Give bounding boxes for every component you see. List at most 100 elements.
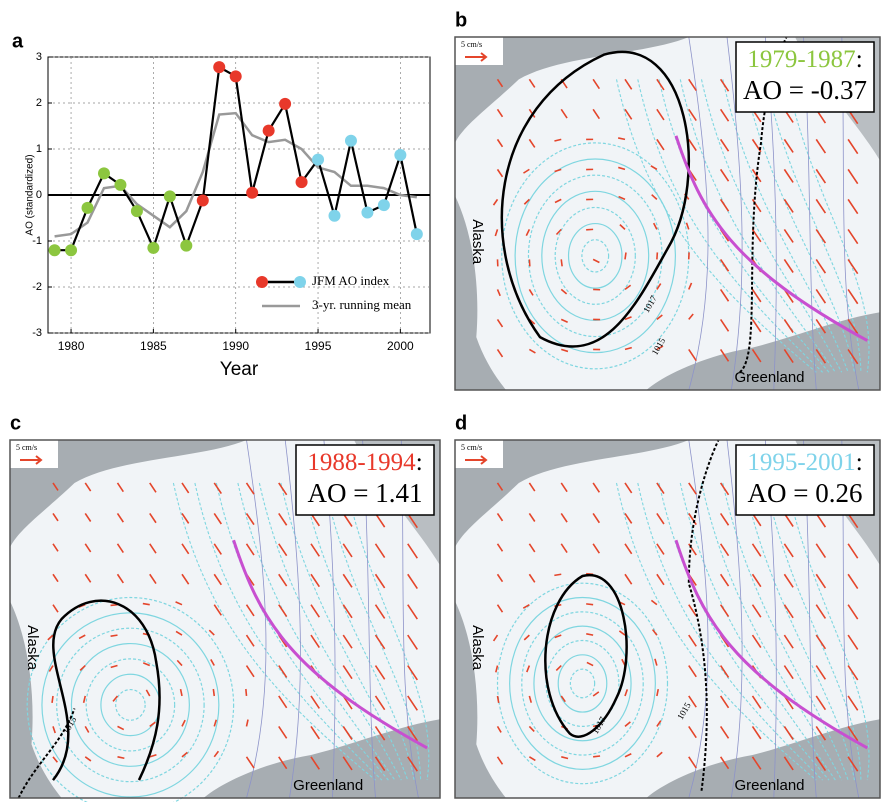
current-streamline [194, 482, 383, 781]
wind-arrow [650, 599, 658, 606]
wind-arrow [554, 198, 562, 204]
wind-arrow [656, 345, 664, 351]
wind-arrow [624, 316, 632, 321]
current-streamline [637, 79, 823, 373]
panel-label: d [455, 412, 467, 434]
wind-arrow [688, 78, 697, 92]
data-point [295, 176, 308, 189]
wind-arrow [586, 661, 594, 667]
wind-arrow [783, 348, 794, 363]
wind-arrow [342, 604, 353, 619]
isobar [284, 439, 301, 799]
wind-arrow [624, 721, 631, 728]
legend-swatch [294, 276, 306, 288]
current-streamline [41, 612, 220, 798]
wind-arrow [847, 168, 859, 185]
wind-arrow [112, 695, 119, 702]
wind-arrow [656, 78, 665, 91]
period-label: 1988-1994: [307, 449, 422, 476]
wind-arrow [374, 543, 386, 558]
data-point [361, 206, 374, 219]
wind-arrow [528, 756, 536, 762]
period-box [735, 444, 875, 516]
current-streamline [26, 596, 235, 802]
wind-arrow [117, 725, 125, 731]
wind-arrow [688, 348, 697, 362]
wind-arrow [847, 228, 859, 245]
wind-arrow [496, 756, 504, 765]
current-streamline [615, 482, 817, 781]
wind-arrow [310, 725, 320, 740]
wind-arrow [342, 725, 353, 740]
wind-arrow [751, 756, 762, 770]
current-streamline [764, 482, 862, 781]
current-streamline [533, 625, 632, 742]
wind-arrow [374, 573, 386, 589]
wind-arrow [688, 725, 697, 739]
wind-arrow [555, 664, 562, 672]
wind-arrow [84, 726, 90, 733]
current-streamline [521, 611, 644, 756]
wind-arrow [82, 695, 87, 703]
land [10, 440, 247, 548]
wind-arrow [847, 695, 859, 711]
wind-arrow [652, 222, 658, 230]
wind-arrow [751, 288, 762, 303]
contour [500, 50, 691, 348]
wind-arrow [528, 288, 534, 296]
wind-arrow [688, 282, 693, 290]
wind-arrow [560, 288, 568, 295]
wind-arrow [656, 543, 665, 555]
wind-arrow [751, 198, 762, 213]
wind-arrow [592, 258, 600, 264]
legend-swatch [256, 276, 268, 288]
wind-arrow [342, 695, 353, 710]
wind-arrow [496, 482, 504, 491]
x-tick-label: 2000 [387, 339, 414, 353]
wind-arrow [492, 198, 499, 206]
wind-arrow [407, 512, 418, 529]
x-tick-label: 1980 [58, 339, 85, 353]
current-streamline [258, 482, 402, 781]
wind-arrow [149, 482, 157, 493]
x-tick-label: 1995 [305, 339, 332, 353]
land [10, 601, 62, 798]
data-point [377, 199, 390, 212]
wind-arrow [342, 543, 353, 558]
current-streamline [785, 482, 870, 781]
data-point [394, 148, 407, 161]
wind-arrow [528, 573, 536, 583]
wind-arrow [617, 137, 626, 141]
current-streamline [679, 482, 836, 781]
wind-arrow [245, 634, 255, 647]
wind-arrow [592, 691, 600, 697]
wind-arrow [310, 604, 320, 618]
wind-arrow [719, 168, 730, 182]
wind-arrow [245, 756, 255, 769]
scale-label: 5 cm/s [16, 443, 37, 452]
scale-box [455, 37, 503, 65]
wind-arrow [624, 753, 632, 758]
wind-arrow [494, 229, 499, 237]
current-streamline [215, 482, 389, 781]
y-tick-label: -2 [32, 281, 42, 293]
wind-arrow [815, 138, 827, 154]
transpolar-drift [674, 135, 869, 342]
data-point [312, 153, 325, 166]
current-streamline [172, 482, 376, 781]
period-box [735, 41, 875, 113]
wind-arrow [116, 573, 124, 584]
wind-arrow [496, 725, 502, 733]
current-streamline [344, 482, 430, 781]
transpolar-drift [232, 539, 428, 750]
wind-arrow [496, 168, 504, 178]
wind-arrow [815, 725, 827, 741]
wind-arrow [278, 543, 288, 557]
wind-arrow [496, 695, 500, 704]
wind-arrow [719, 198, 730, 212]
wind-arrow [278, 665, 288, 678]
legend-label: JFM AO index [312, 273, 390, 288]
contour [52, 599, 161, 781]
wind-arrow [149, 753, 157, 758]
wind-arrow [554, 634, 562, 639]
